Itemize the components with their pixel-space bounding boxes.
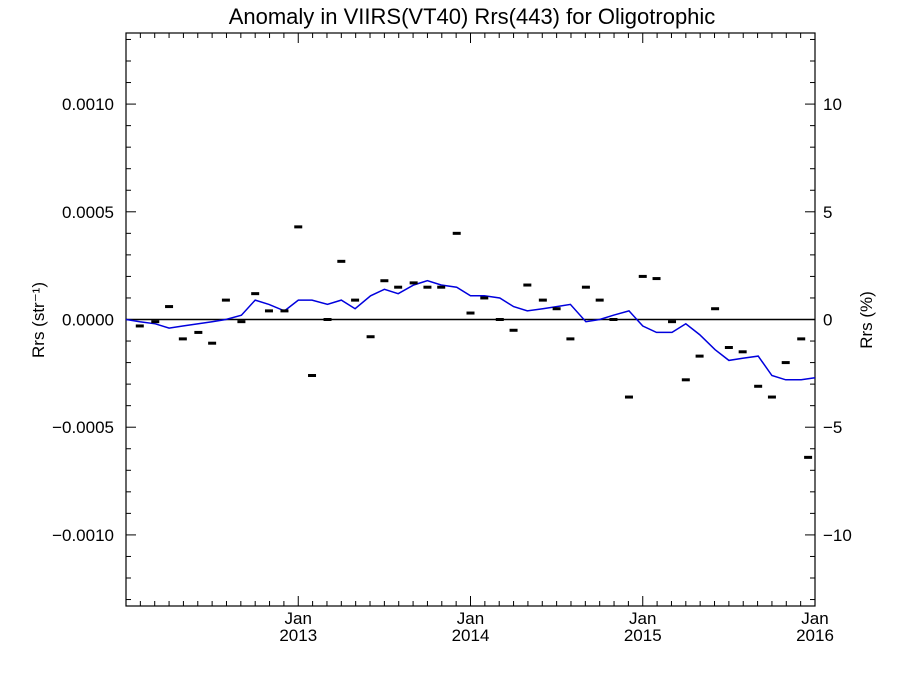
- left-y-tick-label: 0.0010: [62, 95, 114, 114]
- chart-title: Anomaly in VIIRS(VT40) Rrs(443) for Olig…: [229, 4, 716, 29]
- x-tick-label-year: 2014: [452, 626, 490, 645]
- series-running-mean-line: [125, 279, 816, 381]
- x-tick-label-year: 2015: [624, 626, 662, 645]
- x-tick-label-year: 2013: [279, 626, 317, 645]
- x-tick-label-year: 2016: [796, 626, 834, 645]
- right-y-tick-label: −10: [823, 526, 852, 545]
- x-tick-label-month: Jan: [801, 609, 828, 628]
- x-tick-label-month: Jan: [629, 609, 656, 628]
- x-tick-label-month: Jan: [285, 609, 312, 628]
- right-y-axis-label: Rrs (%): [857, 291, 876, 349]
- left-y-tick-labels: 0.0010 0.0005 0.0000 −0.0005 −0.0010: [52, 95, 114, 545]
- left-y-axis-label: Rrs (str⁻¹): [29, 282, 48, 358]
- left-y-tick-label: 0.0005: [62, 203, 114, 222]
- left-y-tick-label: 0.0000: [62, 311, 114, 330]
- right-y-tick-label: 5: [823, 203, 832, 222]
- left-y-tick-label: −0.0010: [52, 526, 114, 545]
- series-monthly-anomaly-markers: [135, 225, 813, 459]
- right-y-tick-label: −5: [823, 418, 842, 437]
- x-tick-label-month: Jan: [457, 609, 484, 628]
- axis-ticks: [125, 33, 816, 606]
- left-y-tick-label: −0.0005: [52, 418, 114, 437]
- right-y-tick-label: 0: [823, 311, 832, 330]
- right-y-tick-labels: 10 5 0 −5 −10: [823, 95, 852, 545]
- right-y-tick-label: 10: [823, 95, 842, 114]
